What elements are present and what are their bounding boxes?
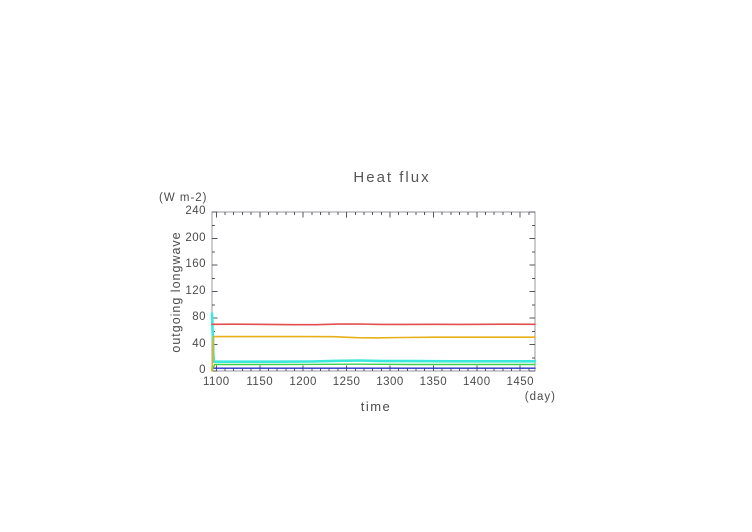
series-line-red-flux xyxy=(211,323,536,326)
x-tick-label: 1200 xyxy=(289,376,317,388)
y-axis-unit-label: (W m-2) xyxy=(159,192,208,204)
x-tick-label: 1100 xyxy=(202,376,230,388)
series-line-orange-flux xyxy=(211,335,536,372)
plot-frame xyxy=(211,211,536,372)
series-line-green-flux xyxy=(211,363,536,372)
x-tick-label: 1450 xyxy=(506,376,535,388)
y-tick-label: 200 xyxy=(185,231,206,244)
x-axis-unit-label: (day) xyxy=(524,391,556,403)
y-tick-label: 240 xyxy=(185,205,206,217)
y-tick-label: 0 xyxy=(199,364,206,376)
x-tick-label: 1400 xyxy=(463,376,491,388)
chart-title: Heat flux xyxy=(353,169,431,186)
x-tick-label: 1250 xyxy=(332,376,361,388)
x-tick-label: 1300 xyxy=(376,376,404,388)
x-tick-label: 1350 xyxy=(419,376,448,388)
y-tick-label: 80 xyxy=(192,311,206,323)
y-tick-label: 120 xyxy=(185,284,206,297)
y-tick-label: 160 xyxy=(185,258,206,270)
series-line-cyan-flux xyxy=(210,312,537,364)
x-axis-title: time xyxy=(360,399,392,414)
y-tick-label: 40 xyxy=(192,337,206,350)
x-tick-label: 1150 xyxy=(246,376,274,388)
